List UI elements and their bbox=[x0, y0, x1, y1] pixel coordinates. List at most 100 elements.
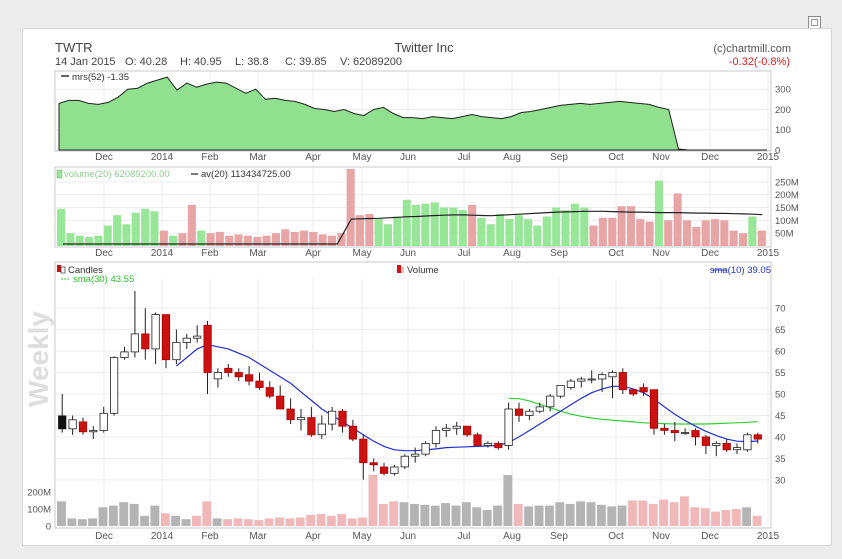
y-tick-label: 30 bbox=[775, 475, 786, 486]
x-tick-label: Jun bbox=[400, 248, 416, 259]
x-tick-label: Apr bbox=[305, 152, 321, 163]
volume-bar bbox=[729, 230, 738, 246]
candle-body bbox=[504, 408, 513, 446]
price-volume-bar bbox=[628, 500, 637, 526]
volume-y-tick-label: 200M bbox=[27, 488, 51, 499]
candle-body bbox=[462, 425, 472, 436]
candle-body bbox=[286, 408, 295, 421]
y-tick-label: 250M bbox=[775, 177, 799, 188]
price-volume-bar bbox=[420, 504, 430, 527]
candle-body bbox=[514, 408, 524, 416]
x-tick-label: 2015 bbox=[757, 531, 780, 542]
candle-body bbox=[598, 374, 607, 380]
candle-body bbox=[390, 466, 399, 474]
y-tick-label: 100M bbox=[775, 216, 799, 227]
price-volume-bar bbox=[57, 501, 66, 526]
volume-bar bbox=[374, 219, 383, 246]
volume-bar bbox=[682, 220, 691, 246]
volume-bar bbox=[337, 233, 346, 246]
x-tick-label: May bbox=[353, 248, 372, 259]
y-tick-label: 300 bbox=[775, 85, 791, 96]
volume-bar bbox=[327, 235, 336, 246]
price-volume-bar bbox=[700, 508, 710, 526]
candle-body bbox=[753, 434, 762, 440]
price-volume-bar bbox=[690, 507, 700, 526]
price-volume-bar bbox=[503, 475, 513, 526]
y-tick-label: 60 bbox=[775, 347, 786, 358]
volume-bar bbox=[552, 207, 561, 246]
volume-bar bbox=[505, 219, 514, 246]
x-tick-label: Jul bbox=[458, 152, 471, 163]
candle-body bbox=[255, 380, 264, 388]
price-volume-bar bbox=[295, 517, 305, 526]
volume-bar bbox=[720, 220, 729, 246]
volume-bar bbox=[234, 234, 243, 246]
candle-body bbox=[566, 380, 576, 388]
credit: (c)chartmill.com bbox=[713, 43, 791, 55]
candle-body bbox=[442, 427, 451, 431]
quote-high: H: 40.95 bbox=[180, 56, 222, 68]
x-tick-label: Jun bbox=[400, 152, 416, 163]
volume-bar bbox=[654, 180, 663, 246]
price-panel: Weekly 70 65 60 55 50 45 40 35 30 200M 100M 0 Dec 2… bbox=[23, 261, 786, 542]
x-tick-label: Oct bbox=[608, 531, 624, 542]
candle-body bbox=[681, 432, 690, 435]
mrs-area bbox=[58, 76, 767, 151]
volume-bar bbox=[440, 207, 449, 246]
y-tick-label: 50M bbox=[775, 229, 794, 240]
volume-bar bbox=[468, 204, 477, 246]
quote-close: C: 39.85 bbox=[285, 56, 327, 68]
candle-body bbox=[151, 314, 160, 350]
price-volume-bar bbox=[202, 501, 212, 526]
sma10-line bbox=[176, 343, 758, 452]
volume-bar bbox=[608, 217, 617, 246]
price-volume-bar bbox=[545, 505, 554, 526]
price-volume-bar bbox=[441, 503, 450, 526]
candle-body bbox=[556, 384, 565, 397]
candle-body bbox=[649, 389, 659, 429]
volume-average-line bbox=[63, 210, 763, 245]
candle-body bbox=[99, 412, 108, 431]
price-volume-bar bbox=[160, 513, 170, 527]
candle-body bbox=[743, 434, 752, 451]
x-tick-label: Sep bbox=[550, 152, 568, 163]
price-volume-bar bbox=[524, 506, 534, 526]
x-tick-label: Jun bbox=[400, 531, 416, 542]
volume-bar bbox=[299, 230, 308, 246]
candle-body bbox=[265, 387, 274, 397]
chart-frame: TWTR Twitter Inc (c)chartmill.com 14 Jan… bbox=[22, 28, 832, 546]
volume-bar bbox=[561, 210, 570, 246]
candle-body bbox=[494, 442, 503, 449]
volume-bar bbox=[262, 235, 271, 246]
price-volume-bar bbox=[451, 505, 461, 526]
volume-bar bbox=[710, 219, 719, 246]
candle-body bbox=[203, 324, 212, 373]
price-volume-bar bbox=[410, 503, 419, 526]
x-tick-label: Mar bbox=[249, 152, 267, 163]
x-tick-label: Mar bbox=[249, 248, 267, 259]
candle-body bbox=[629, 389, 638, 395]
sma10-legend: sma(10) 39.05 bbox=[710, 265, 771, 276]
candle-body bbox=[691, 430, 700, 438]
y-tick-label: 35 bbox=[775, 454, 786, 465]
candle-body bbox=[141, 333, 150, 350]
candle-body bbox=[276, 395, 285, 410]
volume-bar bbox=[412, 204, 421, 246]
volume-bar bbox=[626, 206, 635, 246]
price-volume-bar bbox=[461, 502, 471, 526]
price-volume-bar bbox=[108, 505, 118, 526]
volume-bar bbox=[402, 199, 411, 246]
volume-bar bbox=[673, 193, 682, 246]
volume-bar bbox=[290, 231, 299, 246]
price-volume-bar bbox=[88, 518, 97, 526]
volume-bar bbox=[66, 233, 75, 246]
price-volume-bar bbox=[493, 505, 502, 526]
company-name: Twitter Inc bbox=[394, 40, 454, 55]
volume-bar bbox=[57, 208, 66, 246]
volume-bar bbox=[739, 233, 748, 246]
price-volume-bar bbox=[140, 515, 149, 526]
volume-bar bbox=[757, 230, 766, 246]
candle-body bbox=[400, 455, 409, 468]
volume-bar bbox=[206, 233, 215, 246]
candle-body bbox=[234, 372, 243, 378]
